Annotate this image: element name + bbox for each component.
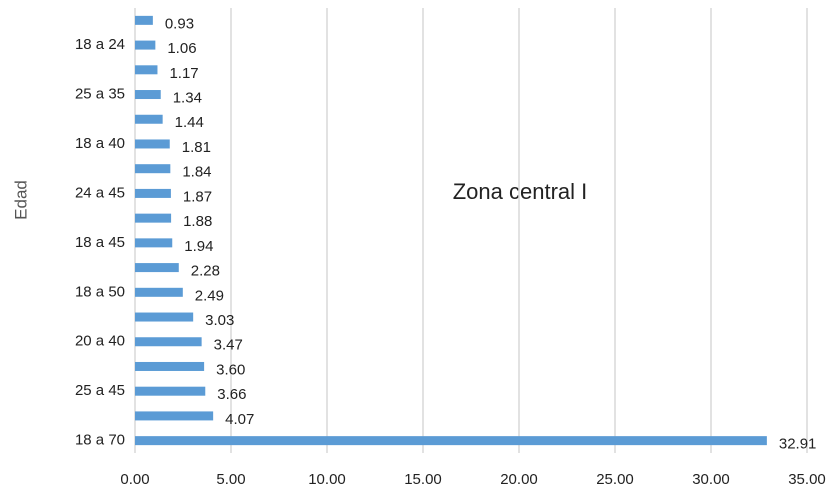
x-tick-label: 25.00	[596, 471, 634, 488]
data-label: 3.03	[205, 312, 234, 329]
y-tick-label: 18 a 45	[75, 234, 125, 251]
x-tick-label: 15.00	[404, 471, 442, 488]
data-label: 1.17	[169, 65, 198, 82]
data-label: 1.34	[173, 89, 202, 106]
data-label: 1.94	[184, 238, 213, 255]
data-label: 1.81	[182, 139, 211, 156]
y-tick-label: 25 a 35	[75, 85, 125, 102]
y-tick-label: 18 a 70	[75, 432, 125, 449]
data-label: 1.06	[167, 40, 196, 57]
bar	[135, 139, 170, 149]
data-label: 1.87	[183, 188, 212, 205]
bar	[135, 238, 173, 248]
bar	[135, 361, 205, 371]
data-label: 1.44	[175, 114, 204, 131]
y-tick-label: 18 a 40	[75, 135, 125, 152]
y-tick-label: 25 a 45	[75, 382, 125, 399]
bar	[135, 164, 171, 174]
bar	[135, 90, 161, 100]
bar	[135, 263, 179, 273]
data-label: 32.91	[779, 436, 817, 453]
x-tick-label: 5.00	[216, 471, 245, 488]
y-tick-label: 20 a 40	[75, 333, 125, 350]
bar	[135, 337, 202, 347]
bar	[135, 312, 194, 322]
bar	[135, 386, 206, 396]
bar	[135, 114, 163, 124]
y-axis-label: Edad	[11, 180, 30, 220]
data-label: 3.47	[214, 337, 243, 354]
bar	[135, 65, 158, 75]
bar	[135, 287, 183, 297]
bar	[135, 15, 153, 25]
bar	[135, 40, 156, 50]
y-tick-label: 24 a 45	[75, 184, 125, 201]
data-label: 1.84	[182, 164, 211, 181]
x-tick-label: 35.00	[788, 471, 826, 488]
data-label: 2.28	[191, 263, 220, 280]
data-label: 4.07	[225, 411, 254, 428]
data-label: 1.88	[183, 213, 212, 230]
bar	[135, 188, 171, 198]
bar	[135, 411, 214, 421]
y-tick-label: 18 a 24	[75, 36, 125, 53]
x-tick-label: 30.00	[692, 471, 730, 488]
bar	[135, 436, 767, 446]
data-label: 3.60	[216, 361, 245, 378]
x-tick-label: 0.00	[120, 471, 149, 488]
y-tick-label: 18 a 50	[75, 283, 125, 300]
data-label: 2.49	[195, 287, 224, 304]
data-label: 3.66	[217, 386, 246, 403]
x-tick-label: 20.00	[500, 471, 538, 488]
annotation: Zona central I	[453, 179, 588, 204]
x-tick-label: 10.00	[308, 471, 346, 488]
bar	[135, 213, 172, 223]
data-label: 0.93	[165, 15, 194, 32]
